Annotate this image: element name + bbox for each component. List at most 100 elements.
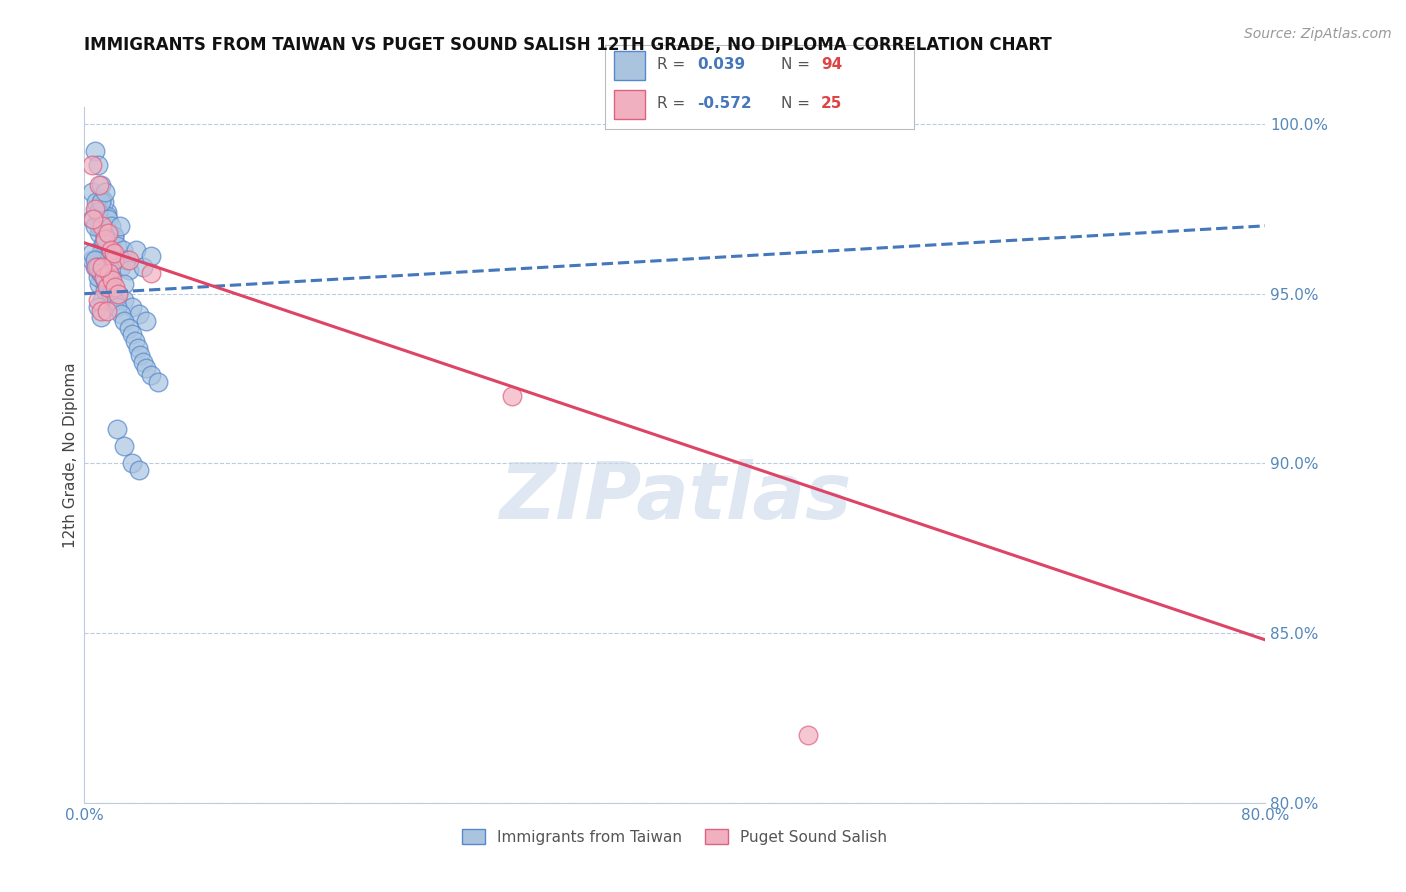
Point — [90, 195, 112, 210]
Point — [94, 273, 117, 287]
Point — [90, 266, 112, 280]
Point — [121, 457, 143, 471]
Point — [80, 158, 103, 172]
Point — [94, 283, 117, 297]
Point — [87, 212, 111, 227]
Point — [100, 286, 122, 301]
Point — [83, 260, 105, 274]
Legend: Immigrants from Taiwan, Puget Sound Salish: Immigrants from Taiwan, Puget Sound Sali… — [456, 822, 894, 851]
Point — [97, 277, 120, 291]
Point — [94, 232, 117, 246]
Point — [86, 300, 108, 314]
Point — [96, 303, 118, 318]
Point — [135, 314, 157, 328]
Point — [86, 269, 108, 284]
Point — [108, 219, 131, 233]
Point — [91, 192, 114, 206]
Point — [112, 293, 135, 308]
Point — [86, 205, 108, 219]
Point — [93, 235, 115, 250]
Point — [100, 239, 122, 253]
Point — [87, 277, 111, 291]
Point — [84, 202, 107, 216]
Y-axis label: 12th Grade, No Diploma: 12th Grade, No Diploma — [63, 362, 77, 548]
Point — [112, 314, 135, 328]
Point — [90, 178, 112, 193]
Point — [139, 266, 162, 280]
Point — [94, 273, 117, 287]
Point — [103, 252, 125, 267]
Point — [139, 368, 162, 383]
Point — [80, 212, 103, 227]
Point — [94, 229, 117, 244]
Point — [90, 246, 112, 260]
Point — [86, 263, 108, 277]
Point — [91, 219, 114, 233]
Point — [100, 269, 122, 284]
Point — [93, 252, 115, 267]
Text: 25: 25 — [821, 96, 842, 112]
Point — [128, 463, 150, 477]
Point — [86, 260, 108, 274]
Point — [125, 243, 148, 257]
Point — [86, 293, 108, 308]
Point — [84, 260, 107, 274]
Point — [797, 728, 820, 742]
Point — [80, 246, 103, 260]
Text: IMMIGRANTS FROM TAIWAN VS PUGET SOUND SALISH 12TH GRADE, NO DIPLOMA CORRELATION : IMMIGRANTS FROM TAIWAN VS PUGET SOUND SA… — [84, 36, 1052, 54]
Point — [101, 273, 124, 287]
Text: Source: ZipAtlas.com: Source: ZipAtlas.com — [1244, 27, 1392, 41]
Point — [110, 260, 132, 274]
Point — [100, 280, 122, 294]
Point — [110, 307, 132, 321]
Text: 0.039: 0.039 — [697, 57, 745, 72]
Point — [135, 361, 157, 376]
Point — [112, 439, 135, 453]
Point — [105, 300, 128, 314]
Point — [100, 219, 122, 233]
Text: R =: R = — [657, 57, 690, 72]
Point — [83, 252, 105, 267]
Point — [127, 341, 149, 355]
Point — [80, 185, 103, 199]
Point — [100, 286, 122, 301]
Text: -0.572: -0.572 — [697, 96, 752, 112]
Text: R =: R = — [657, 96, 690, 112]
Text: N =: N = — [780, 57, 814, 72]
Point — [105, 239, 128, 253]
Point — [83, 202, 105, 216]
Point — [97, 252, 120, 267]
Point — [128, 307, 150, 321]
Point — [87, 178, 111, 193]
Point — [96, 205, 118, 219]
Point — [97, 226, 120, 240]
Point — [90, 266, 112, 280]
Point — [91, 260, 114, 274]
Point — [107, 286, 129, 301]
Point — [94, 185, 117, 199]
Point — [105, 293, 128, 308]
Point — [84, 195, 107, 210]
Point — [105, 422, 128, 436]
Bar — [614, 52, 645, 80]
Point — [90, 246, 112, 260]
Point — [103, 293, 125, 308]
Text: N =: N = — [780, 96, 814, 112]
Point — [83, 144, 105, 158]
Point — [104, 280, 127, 294]
Point — [90, 303, 112, 318]
Point — [98, 266, 121, 280]
Point — [124, 334, 146, 349]
Point — [87, 226, 111, 240]
Point — [97, 263, 120, 277]
Point — [132, 354, 155, 368]
Point — [114, 252, 136, 267]
Point — [103, 229, 125, 244]
Point — [501, 388, 523, 402]
Point — [90, 310, 112, 325]
Text: ZIPatlas: ZIPatlas — [499, 458, 851, 534]
Point — [148, 375, 170, 389]
Point — [132, 260, 155, 274]
Point — [82, 212, 104, 227]
Bar — [614, 90, 645, 120]
